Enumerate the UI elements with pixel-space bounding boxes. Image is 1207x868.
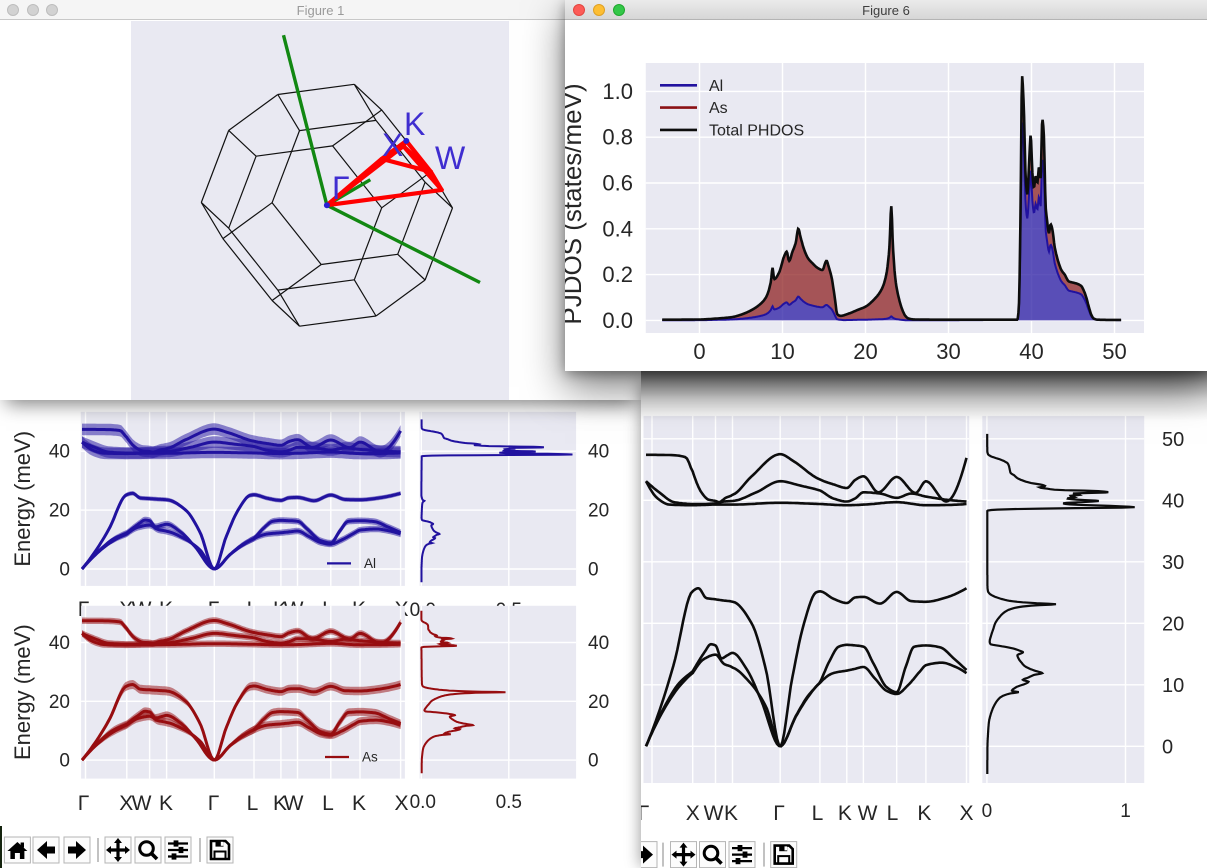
svg-text:W: W [858,802,878,825]
svg-text:Γ: Γ [773,802,785,825]
svg-text:40: 40 [588,633,609,654]
svg-text:L: L [812,802,824,825]
svg-text:Γ: Γ [208,792,220,815]
svg-text:0.4: 0.4 [602,216,633,241]
svg-text:0.8: 0.8 [602,125,633,150]
svg-text:X: X [382,127,403,163]
svg-text:10: 10 [1162,675,1184,697]
svg-text:0: 0 [1162,736,1173,758]
svg-text:X: X [394,792,408,815]
svg-text:0: 0 [588,751,599,772]
svg-text:Energy (meV): Energy (meV) [10,431,35,567]
svg-text:K: K [724,802,738,825]
svg-text:Γ: Γ [332,170,350,206]
svg-text:L: L [247,792,259,815]
svg-text:K: K [917,802,931,825]
svg-text:W: W [284,792,304,815]
svg-text:0: 0 [59,751,70,772]
svg-text:X: X [119,792,133,815]
svg-text:20: 20 [853,339,877,364]
svg-text:K: K [352,792,366,815]
svg-text:L: L [322,792,334,815]
svg-text:0.5: 0.5 [496,792,522,813]
svg-text:0: 0 [693,339,705,364]
svg-text:1: 1 [1120,801,1131,822]
svg-text:Γ: Γ [78,792,90,815]
svg-text:L: L [887,802,899,825]
svg-text:0: 0 [588,560,599,581]
svg-text:Al: Al [364,556,376,571]
svg-text:50: 50 [1102,339,1126,364]
svg-text:W: W [704,802,724,825]
svg-text:0.0: 0.0 [410,792,436,813]
svg-text:K: K [273,792,287,815]
svg-text:40: 40 [1162,490,1184,512]
svg-text:W: W [435,140,466,176]
svg-text:20: 20 [1162,613,1184,635]
svg-text:0: 0 [59,560,70,581]
svg-text:0: 0 [982,801,993,822]
svg-text:K: K [838,802,852,825]
svg-text:As: As [709,100,728,117]
svg-text:30: 30 [936,339,960,364]
svg-text:20: 20 [588,692,609,713]
svg-text:40: 40 [588,442,609,463]
svg-text:1.0: 1.0 [602,79,633,104]
svg-text:10: 10 [770,339,794,364]
svg-text:40: 40 [49,633,70,654]
svg-text:K: K [404,106,425,142]
svg-text:20: 20 [49,692,70,713]
svg-text:0.2: 0.2 [602,262,633,287]
svg-text:20: 20 [588,501,609,522]
svg-text:K: K [159,792,173,815]
svg-text:0.6: 0.6 [602,171,633,196]
svg-text:30: 30 [1162,552,1184,574]
svg-text:Al: Al [709,78,723,95]
svg-text:Total PHDOS: Total PHDOS [709,122,804,139]
svg-text:PJDOS (states/meV): PJDOS (states/meV) [565,83,587,324]
svg-text:40: 40 [49,442,70,463]
svg-text:50: 50 [1162,429,1184,451]
svg-text:X: X [959,802,973,825]
svg-text:Energy (meV): Energy (meV) [10,624,35,760]
svg-text:X: X [686,802,700,825]
svg-text:As: As [362,750,378,765]
svg-text:20: 20 [49,501,70,522]
svg-text:Γ: Γ [641,802,649,825]
svg-text:40: 40 [1019,339,1043,364]
svg-text:W: W [132,792,152,815]
svg-text:0.0: 0.0 [602,308,633,333]
